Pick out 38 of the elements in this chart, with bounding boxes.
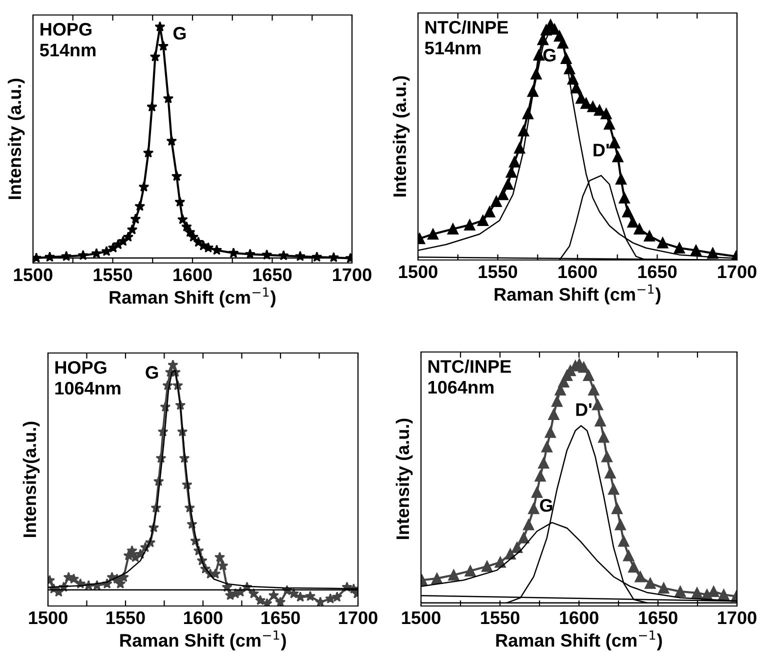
x-tick-label: 1650 (638, 265, 677, 278)
x-tick-label: 1600 (184, 611, 222, 624)
annotation: G (173, 26, 186, 40)
annotation: HOPG 514nm (40, 22, 96, 56)
x-tick-label: 1550 (478, 265, 518, 278)
annotation: D' (576, 403, 592, 416)
x-tick-label: 1550 (481, 611, 520, 624)
x-tick-label: 1700 (339, 611, 378, 624)
x-tick-label: 1600 (560, 611, 598, 624)
annotation: NTC/INPE 514nm (424, 20, 508, 54)
y-axis-title: Intensity (a.u.) (396, 418, 413, 539)
x-tick-label: 1700 (718, 611, 756, 624)
x-tick-label: 1650 (253, 268, 292, 282)
annotation: G (540, 499, 552, 512)
x-tick-label: 1500 (399, 265, 438, 278)
x-tick-label: 1550 (94, 268, 132, 282)
annotation: G (543, 48, 556, 62)
x-axis-title: Raman Shift (cm$^{−1}$) (494, 284, 660, 304)
x-tick-label: 1650 (262, 611, 300, 624)
x-axis-title: Raman Shift (cm$^{−1}$) (496, 630, 662, 650)
x-tick-label: 1700 (333, 268, 372, 282)
x-tick-label: 1500 (402, 611, 440, 624)
x-tick-label: 1600 (174, 268, 212, 282)
x-tick-label: 1650 (639, 611, 678, 624)
x-axis-title: Raman Shift (cm$^{−1}$) (120, 630, 286, 650)
x-tick-label: 1500 (14, 268, 52, 282)
x-tick-label: 1500 (29, 611, 68, 624)
annotation: NTC/INPE 1064nm (428, 360, 511, 394)
x-tick-label: 1550 (106, 611, 145, 624)
y-axis-title: Intensity (a.u.) (392, 76, 410, 196)
x-tick-label: 1600 (558, 265, 597, 278)
annotation: D' (594, 144, 609, 156)
y-axis-title: Intensity(a.u.) (22, 422, 40, 537)
y-axis-title: Intensity (a.u.) (8, 78, 25, 199)
annotation: HOPG 1064nm (55, 361, 120, 395)
x-axis-title: Raman Shift (cm$^{−1}$) (110, 287, 276, 308)
annotation: G (146, 366, 158, 379)
x-tick-label: 1700 (718, 265, 756, 278)
